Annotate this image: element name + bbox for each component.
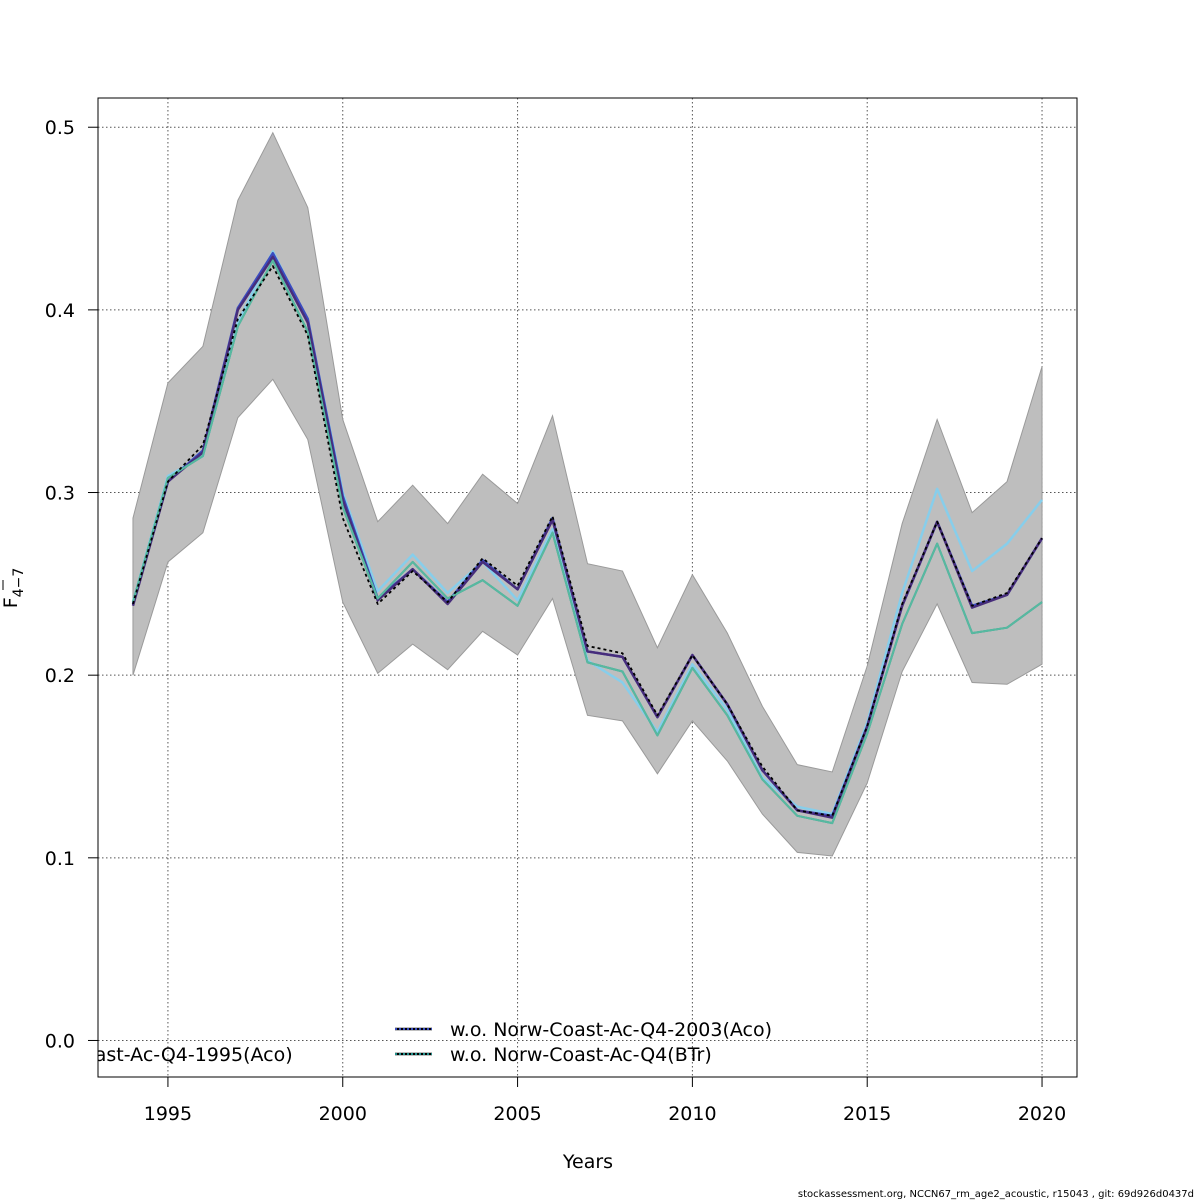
y-tick-label-0: 0.0 xyxy=(45,1030,75,1052)
x-tick-label-4: 2015 xyxy=(843,1103,891,1125)
y-axis: 0.0 0.1 0.2 0.3 0.4 0.5 xyxy=(45,117,98,1052)
x-tick-label-0: 1995 xyxy=(144,1103,192,1125)
x-tick-label-5: 2020 xyxy=(1018,1103,1066,1125)
confidence-band xyxy=(132,131,1043,857)
y-tick-label-3: 0.3 xyxy=(45,483,75,505)
y-axis-title: F4−7 xyxy=(0,568,27,608)
plot-frame xyxy=(97,97,1078,1078)
confidence-band-area xyxy=(132,131,1043,857)
series-line-5 xyxy=(132,265,1043,817)
y-tick-label-2: 0.2 xyxy=(45,665,75,687)
series-line-2 xyxy=(131,255,1044,819)
x-axis: 1995 2000 2005 2010 2015 2020 xyxy=(144,1077,1066,1125)
x-axis-title: Years xyxy=(562,1151,613,1173)
y-tick-label-5: 0.5 xyxy=(45,117,75,139)
series-line-4 xyxy=(132,259,1043,825)
svg-text:F4−7: F4−7 xyxy=(0,568,27,608)
y-tick-label-1: 0.1 xyxy=(45,848,75,870)
legend-label-2: w.o. Norw-Coast-Ac-Q4-2003(Aco) xyxy=(450,1019,772,1041)
x-tick-label-3: 2010 xyxy=(668,1103,716,1125)
y-tick-label-4: 0.4 xyxy=(45,300,75,322)
legend-label-3: w.o. Norw-Coast-Ac-Q4(BTr) xyxy=(450,1044,712,1066)
x-tick-label-1: 2000 xyxy=(319,1103,367,1125)
legend-label-1: orw-Coast-Ac-Q4-1995(Aco) xyxy=(28,1044,293,1066)
footer-text: stockassessment.org, NCCN67_rm_age2_acou… xyxy=(798,1189,1194,1200)
series-lines xyxy=(131,250,1044,825)
x-tick-label-2: 2005 xyxy=(493,1103,541,1125)
y-axis-title-main: F xyxy=(0,597,22,608)
y-axis-title-subscript: 4−7 xyxy=(11,568,27,598)
